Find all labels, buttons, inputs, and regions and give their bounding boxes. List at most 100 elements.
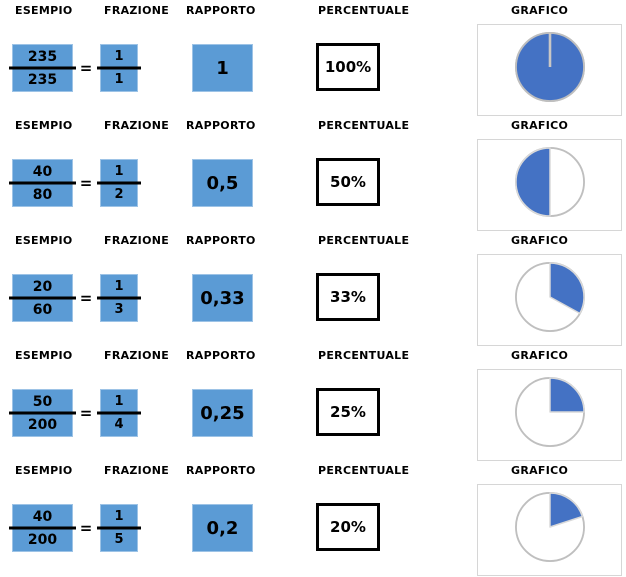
reduced-fraction-box: 1 1 — [97, 44, 141, 92]
reduced-fraction-box: 1 5 — [97, 504, 141, 552]
column-header-rapporto: RAPPORTO — [186, 4, 256, 17]
fraction-numerator: 1 — [114, 164, 124, 179]
reduced-fraction: 1 2 — [97, 160, 141, 206]
percent-value-box: 33% — [316, 273, 380, 321]
example-denominator: 60 — [32, 301, 53, 318]
example-denominator: 200 — [27, 416, 58, 433]
percent-value-box: 20% — [316, 503, 380, 551]
chart-frame — [477, 254, 622, 346]
fraction-numerator: 1 — [114, 279, 124, 294]
percent-value-box: 100% — [316, 43, 380, 91]
example-fraction-box: 20 60 — [9, 274, 76, 322]
pie-chart — [515, 147, 585, 217]
equals-sign: = — [79, 59, 93, 77]
equals-sign: = — [79, 289, 93, 307]
fraction-bar — [9, 296, 76, 300]
column-header-esempio: ESEMPIO — [15, 234, 73, 247]
pie-chart — [515, 32, 585, 102]
column-header-percentuale: PERCENTUALE — [318, 4, 410, 17]
ratio-row: ESEMPIO FRAZIONE RAPPORTO PERCENTUALE GR… — [0, 460, 626, 576]
equals-sign: = — [79, 174, 93, 192]
example-denominator: 235 — [27, 71, 58, 88]
column-header-grafico: GRAFICO — [511, 119, 569, 132]
ratio-value-box: 0,33 — [192, 274, 253, 322]
fraction-bar — [9, 66, 76, 70]
column-header-percentuale: PERCENTUALE — [318, 119, 410, 132]
ratio-value-box: 0,5 — [192, 159, 253, 207]
column-header-rapporto: RAPPORTO — [186, 349, 256, 362]
ratio-value-box: 0,25 — [192, 389, 253, 437]
reduced-fraction-box: 1 4 — [97, 389, 141, 437]
example-fraction-box: 235 235 — [9, 44, 76, 92]
chart-frame — [477, 139, 622, 231]
column-header-grafico: GRAFICO — [511, 4, 569, 17]
reduced-fraction: 1 3 — [97, 275, 141, 321]
example-denominator: 80 — [32, 186, 53, 203]
ratio-row: ESEMPIO FRAZIONE RAPPORTO PERCENTUALE GR… — [0, 115, 626, 231]
column-header-esempio: ESEMPIO — [15, 464, 73, 477]
column-header-frazione: FRAZIONE — [104, 349, 170, 362]
fraction-bar — [97, 526, 141, 530]
equals-sign: = — [79, 519, 93, 537]
fraction-bar — [9, 181, 76, 185]
example-fraction-box: 40 80 — [9, 159, 76, 207]
pie-chart — [515, 492, 585, 562]
fraction-denominator: 5 — [114, 532, 124, 547]
fraction-bar — [9, 526, 76, 530]
chart-frame — [477, 369, 622, 461]
example-denominator: 200 — [27, 531, 58, 548]
column-header-esempio: ESEMPIO — [15, 119, 73, 132]
example-fraction-box: 50 200 — [9, 389, 76, 437]
example-fraction: 50 200 — [9, 390, 76, 436]
column-header-grafico: GRAFICO — [511, 464, 569, 477]
percent-value-box: 50% — [316, 158, 380, 206]
column-header-rapporto: RAPPORTO — [186, 119, 256, 132]
reduced-fraction: 1 5 — [97, 505, 141, 551]
fraction-bar — [97, 296, 141, 300]
column-header-frazione: FRAZIONE — [104, 119, 170, 132]
reduced-fraction: 1 4 — [97, 390, 141, 436]
example-fraction-box: 40 200 — [9, 504, 76, 552]
column-header-frazione: FRAZIONE — [104, 4, 170, 17]
reduced-fraction-box: 1 2 — [97, 159, 141, 207]
fraction-bar — [97, 411, 141, 415]
reduced-fraction: 1 1 — [97, 45, 141, 91]
column-header-grafico: GRAFICO — [511, 349, 569, 362]
fraction-denominator: 4 — [114, 417, 124, 432]
fraction-numerator: 1 — [114, 394, 124, 409]
example-numerator: 40 — [32, 508, 53, 525]
fraction-denominator: 2 — [114, 187, 124, 202]
fraction-bar — [97, 66, 141, 70]
pie-chart — [515, 262, 585, 332]
ratio-row: ESEMPIO FRAZIONE RAPPORTO PERCENTUALE GR… — [0, 345, 626, 461]
ratio-value-box: 0,2 — [192, 504, 253, 552]
column-header-percentuale: PERCENTUALE — [318, 464, 410, 477]
example-numerator: 40 — [32, 163, 53, 180]
example-fraction: 20 60 — [9, 275, 76, 321]
column-header-rapporto: RAPPORTO — [186, 464, 256, 477]
column-header-frazione: FRAZIONE — [104, 464, 170, 477]
example-numerator: 235 — [27, 48, 58, 65]
reduced-fraction-box: 1 3 — [97, 274, 141, 322]
column-header-rapporto: RAPPORTO — [186, 234, 256, 247]
column-header-esempio: ESEMPIO — [15, 349, 73, 362]
pie-chart — [515, 377, 585, 447]
percent-value-box: 25% — [316, 388, 380, 436]
fraction-bar — [9, 411, 76, 415]
ratio-value-box: 1 — [192, 44, 253, 92]
column-header-percentuale: PERCENTUALE — [318, 234, 410, 247]
column-header-grafico: GRAFICO — [511, 234, 569, 247]
chart-frame — [477, 24, 622, 116]
fraction-denominator: 3 — [114, 302, 124, 317]
chart-frame — [477, 484, 622, 576]
column-header-frazione: FRAZIONE — [104, 234, 170, 247]
fraction-bar — [97, 181, 141, 185]
example-numerator: 50 — [32, 393, 53, 410]
fraction-numerator: 1 — [114, 509, 124, 524]
fraction-denominator: 1 — [114, 72, 124, 87]
fraction-numerator: 1 — [114, 49, 124, 64]
column-header-percentuale: PERCENTUALE — [318, 349, 410, 362]
ratio-row: ESEMPIO FRAZIONE RAPPORTO PERCENTUALE GR… — [0, 0, 626, 116]
example-fraction: 235 235 — [9, 45, 76, 91]
